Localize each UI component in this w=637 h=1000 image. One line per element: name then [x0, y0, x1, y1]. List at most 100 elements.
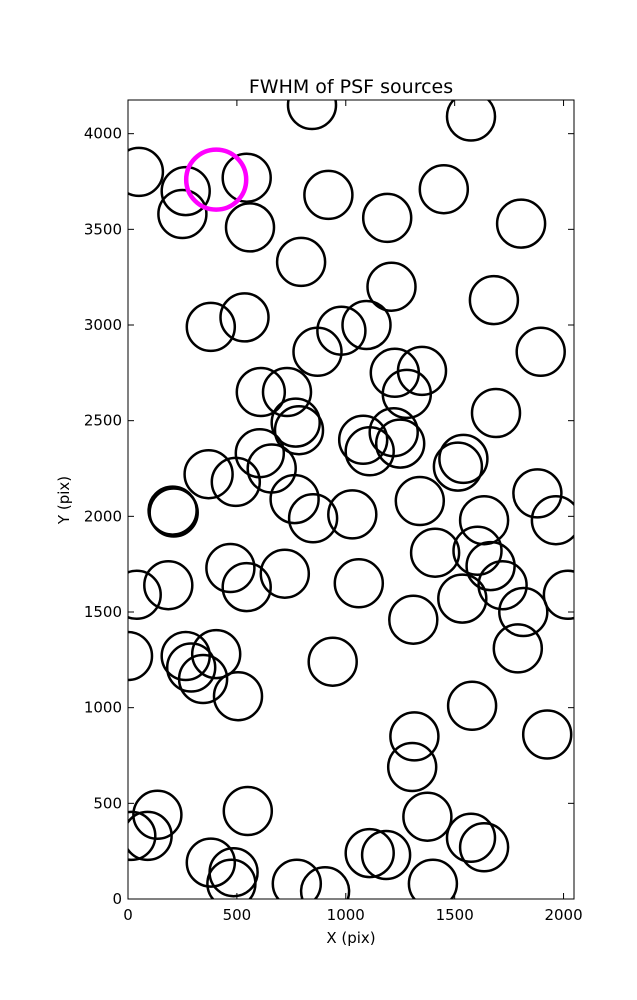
psf-source-marker	[438, 433, 489, 485]
psf-source-marker	[407, 858, 459, 899]
psf-source-marker	[542, 569, 574, 621]
psf-source-marker	[185, 837, 237, 888]
psf-source-marker	[177, 653, 229, 705]
psf-source-marker	[221, 561, 272, 613]
psf-source-marker	[361, 192, 413, 244]
psf-source-marker	[287, 493, 339, 544]
psf-source-marker	[465, 540, 516, 592]
psf-source-marker	[205, 542, 256, 594]
psf-source-marker	[212, 670, 264, 722]
psf-source-marker	[148, 487, 199, 538]
psf-source-marker	[259, 548, 311, 599]
psf-source-marker	[402, 791, 453, 842]
psf-source-marker	[275, 236, 327, 288]
x-tick-label: 1500	[436, 906, 474, 924]
y-tick-label: 2500	[84, 412, 122, 430]
psf-source-marker	[458, 822, 510, 873]
psf-source-marker	[446, 680, 498, 732]
y-tick-label: 2000	[84, 507, 122, 525]
psf-source-marker	[388, 594, 439, 645]
psf-source-marker	[344, 426, 395, 477]
psf-source-marker	[206, 858, 257, 899]
psf-source-marker	[498, 586, 549, 638]
psf-source-marker	[515, 326, 566, 378]
psf-source-marker	[418, 163, 470, 215]
psf-source-marker	[292, 326, 343, 378]
psf-source-marker	[270, 397, 321, 448]
markers-layer	[128, 100, 574, 899]
y-tick-label: 3000	[84, 316, 122, 334]
psf-source-marker	[337, 414, 389, 466]
psf-source-marker	[185, 301, 237, 353]
psf-source-marker	[143, 559, 194, 611]
psf-source-marker	[492, 623, 544, 674]
psf-source-marker	[381, 368, 433, 420]
psf-source-marker	[512, 468, 563, 519]
psf-source-marker	[273, 404, 325, 456]
psf-source-marker	[445, 812, 497, 864]
x-tick-label: 500	[223, 906, 252, 924]
y-axis-label: Y (pix)	[55, 476, 73, 525]
x-tick-label: 0	[123, 906, 133, 924]
psf-source-marker	[157, 188, 208, 240]
psf-source-marker	[165, 642, 217, 693]
psf-source-marker	[374, 418, 426, 469]
psf-source-marker	[344, 827, 395, 879]
psf-source-marker	[521, 709, 573, 760]
psf-source-marker	[128, 810, 173, 862]
psf-source-marker	[445, 100, 497, 142]
ticks-layer: 0 500 1000 1500 2000 0 500 1000 1500 2000 2500 3000…	[84, 100, 583, 924]
psf-source-marker	[222, 785, 274, 837]
psf-source-marker	[307, 636, 358, 687]
psf-source-marker	[458, 494, 510, 546]
psf-source-marker	[219, 292, 270, 343]
psf-source-marker	[468, 274, 520, 326]
psf-source-marker	[234, 427, 286, 479]
psf-source-marker	[271, 858, 323, 899]
psf-source-marker	[366, 261, 417, 312]
psf-source-marker	[128, 146, 165, 198]
x-tick-label: 1000	[327, 906, 365, 924]
psf-source-marker	[190, 628, 242, 680]
psf-source-marker	[160, 165, 211, 217]
psf-source-marker	[210, 456, 262, 508]
psf-source-marker	[477, 559, 528, 611]
y-tick-label: 1500	[84, 603, 122, 621]
y-tick-label: 1000	[84, 699, 122, 717]
plot-frame	[127, 99, 575, 900]
psf-source-marker	[128, 569, 162, 621]
y-tick-label: 4000	[84, 125, 122, 143]
psf-source-marker	[224, 202, 276, 253]
psf-source-marker	[132, 789, 183, 841]
psf-source-marker	[269, 473, 320, 525]
y-tick-label: 500	[93, 794, 122, 812]
psf-source-marker	[327, 489, 378, 540]
psf-source-marker	[221, 152, 272, 203]
y-tick-label: 3500	[84, 220, 122, 238]
psf-source-marker	[299, 866, 351, 899]
psf-source-marker	[437, 573, 488, 624]
psf-source-marker	[389, 711, 440, 762]
x-tick-label: 2000	[544, 906, 582, 924]
psf-source-marker	[128, 630, 154, 682]
chart-title: FWHM of PSF sources	[249, 76, 453, 98]
x-axis-label: X (pix)	[326, 929, 375, 947]
psf-source-marker	[261, 366, 313, 418]
psf-source-marker	[452, 525, 503, 577]
psf-source-marker	[303, 169, 354, 221]
psf-source-marker	[394, 475, 446, 527]
psf-source-marker	[183, 448, 234, 500]
psf-source-marker	[530, 494, 574, 546]
psf-source-marker	[409, 527, 461, 578]
psf-source-marker	[432, 441, 484, 492]
psf-source-marker	[341, 299, 392, 351]
psf-source-marker	[470, 387, 522, 439]
psf-source-marker	[333, 558, 385, 609]
psf-source-marker	[286, 100, 338, 131]
psf-source-marker	[386, 741, 438, 793]
psf-source-marker	[235, 366, 287, 418]
psf-source-marker	[128, 810, 157, 862]
psf-source-marker	[360, 829, 412, 881]
y-tick-label: 0	[112, 890, 122, 908]
